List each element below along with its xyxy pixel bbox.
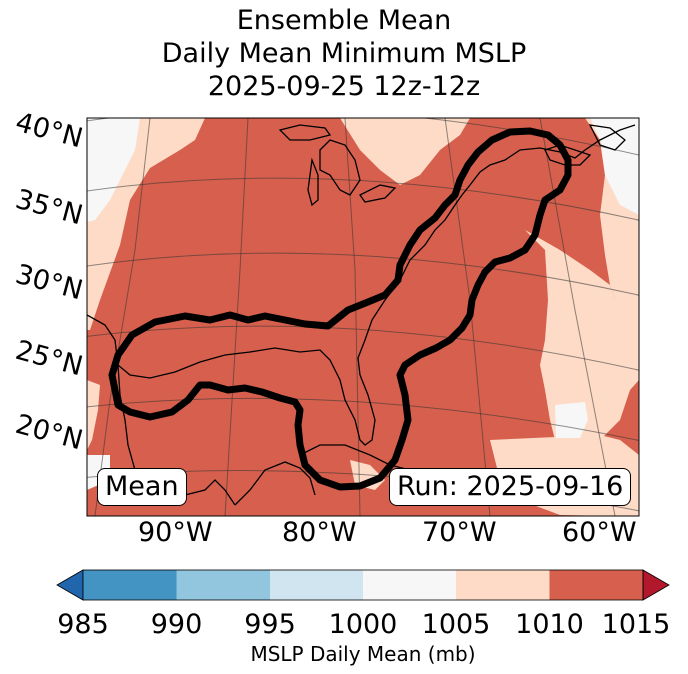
colorbar-bin-985-990 <box>83 570 177 600</box>
lon-label-80w: 80°W <box>282 517 357 548</box>
field-1005-1010-north <box>340 118 470 185</box>
field-1005-1010-west <box>87 380 100 450</box>
title-line-1: Ensemble Mean <box>236 5 452 36</box>
minimum-mslp-contour <box>108 127 572 491</box>
lon-label-90w: 90°W <box>138 517 213 548</box>
yucatan <box>234 461 316 506</box>
field-1005-1010-atlantic <box>525 230 639 440</box>
lon-label-60w: 60°W <box>562 517 637 548</box>
mean-label-box: Mean <box>97 468 187 506</box>
field-1000-1005-ne <box>590 118 639 215</box>
colorbar-tick-985: 985 <box>57 609 109 640</box>
colorbar-tick-990: 990 <box>151 609 203 640</box>
colorbar-extend-high <box>642 569 670 601</box>
newfoundland <box>588 124 626 151</box>
lake-michigan <box>307 157 319 207</box>
gulf-coast <box>87 124 636 446</box>
colorbar-tick-1010: 1010 <box>515 609 584 640</box>
colorbar-bin-1010-1015 <box>549 570 643 600</box>
colorbar-tick-1015: 1015 <box>602 609 671 640</box>
colorbar-bin-1005-1010 <box>456 570 550 600</box>
map-frame <box>86 117 640 517</box>
chart-title: Ensemble Mean Daily Mean Minimum MSLP 20… <box>0 4 688 103</box>
lat-label-30: 30°N <box>12 259 86 307</box>
lat-label-25: 25°N <box>12 335 86 383</box>
field-1000-1005-nw <box>87 118 140 222</box>
title-line-2: Daily Mean Minimum MSLP <box>161 38 527 69</box>
lon-label-70w: 70°W <box>422 517 497 548</box>
lat-label-20: 20°N <box>12 409 86 457</box>
run-date-box: Run: 2025-09-16 <box>389 468 632 506</box>
colorbar-bin-1000-1005 <box>363 570 456 600</box>
colorbar-bin-990-995 <box>176 570 270 600</box>
lake-erie <box>359 184 397 203</box>
colorbar-label: MSLP Daily Mean (mb) <box>250 642 475 666</box>
colorbar-frame <box>82 569 644 601</box>
colorbar-tick-1005: 1005 <box>422 609 491 640</box>
colorbar-bin-995-1000 <box>270 570 363 600</box>
colorbar: 985 990 995 1000 1005 1010 1015 MSLP Dai… <box>56 569 671 666</box>
lake-superior <box>278 124 332 141</box>
lat-label-40: 40°N <box>12 107 86 155</box>
lat-label-35: 35°N <box>12 184 86 232</box>
title-line-3: 2025-09-25 12z-12z <box>207 71 481 102</box>
great-lakes <box>319 139 361 196</box>
colorbar-tick-995: 995 <box>244 609 296 640</box>
colorbar-tick-1000: 1000 <box>329 609 398 640</box>
colorbar-extend-low <box>56 569 84 601</box>
map-panel <box>87 118 639 516</box>
